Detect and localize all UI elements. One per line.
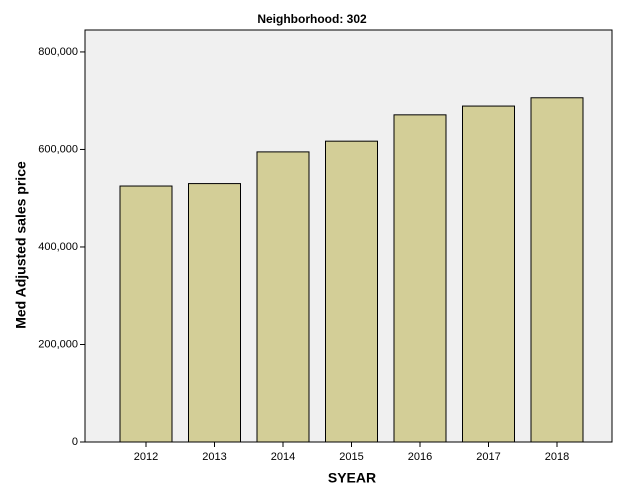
bar (325, 140, 378, 443)
bar (530, 97, 584, 443)
y-tick-label: 400,000 (38, 241, 78, 253)
x-tick-label: 2015 (339, 451, 363, 463)
chart-title: Neighborhood: 302 (257, 12, 367, 26)
bar (393, 114, 447, 443)
y-tick-label: 800,000 (38, 46, 78, 58)
x-tick-label: 2012 (134, 451, 158, 463)
x-tick-label: 2016 (408, 451, 432, 463)
y-axis-label: Med Adjusted sales price (13, 161, 29, 329)
x-axis-label: SYEAR (328, 470, 376, 486)
y-tick-label: 0 (72, 436, 78, 448)
bar (462, 105, 515, 443)
bar (188, 183, 241, 443)
x-tick-label: 2018 (545, 451, 569, 463)
x-tick-label: 2017 (476, 451, 500, 463)
bar (119, 185, 173, 443)
y-tick-label: 200,000 (38, 338, 78, 350)
x-tick-label: 2013 (202, 451, 226, 463)
bar (256, 151, 310, 443)
x-tick-label: 2014 (271, 451, 295, 463)
y-tick-label: 600,000 (38, 143, 78, 155)
